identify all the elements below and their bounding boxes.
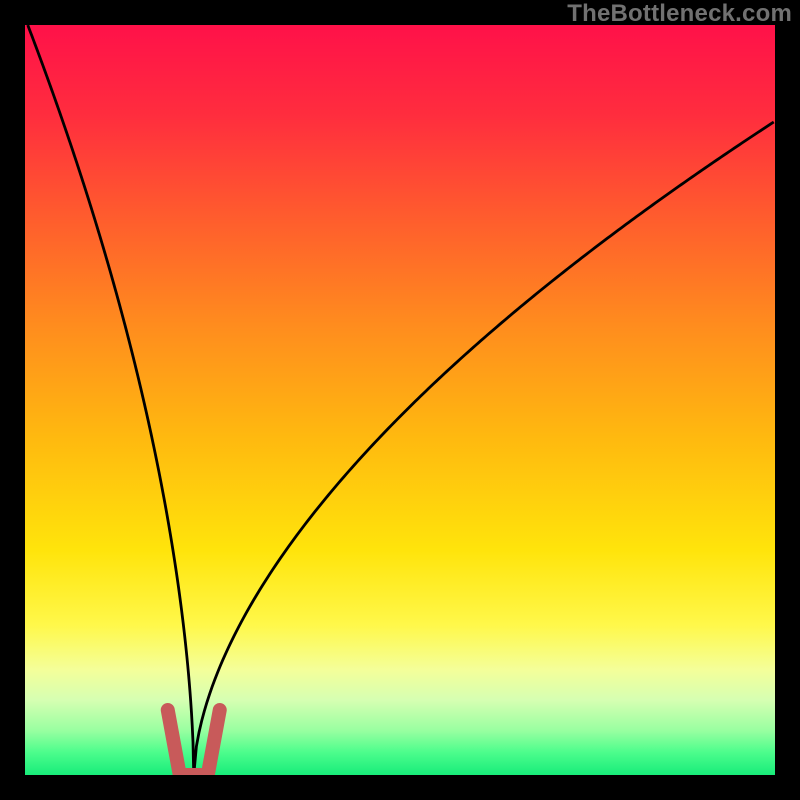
watermark-text: TheBottleneck.com	[567, 0, 792, 28]
bottleneck-chart	[0, 0, 800, 800]
plot-background	[25, 25, 775, 775]
